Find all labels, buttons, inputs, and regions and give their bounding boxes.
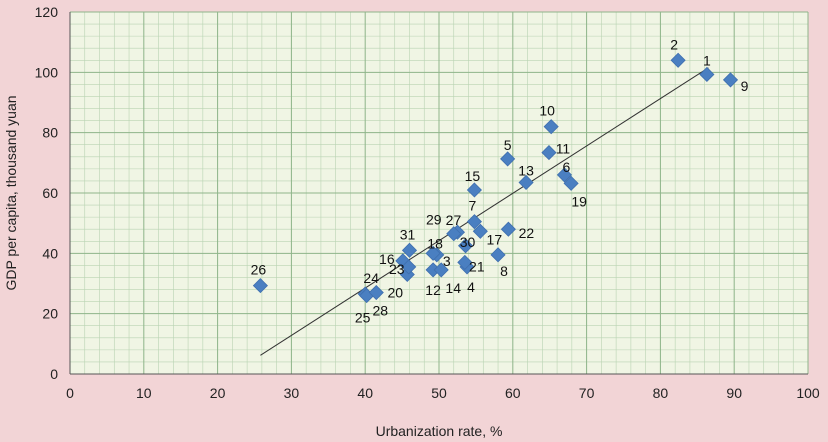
point-label: 20: [387, 284, 403, 300]
point-label: 29: [426, 212, 442, 228]
point-label: 6: [563, 159, 571, 175]
data-point: [466, 182, 482, 198]
point-label: 8: [500, 263, 508, 279]
y-tick-label: 120: [35, 4, 59, 20]
point-label: 15: [465, 168, 481, 184]
point-label: 5: [504, 137, 512, 153]
data-point: [433, 262, 449, 278]
point-label: 28: [372, 303, 388, 319]
point-label: 2: [670, 36, 678, 52]
point-label: 30: [460, 234, 476, 250]
point-label: 18: [427, 235, 443, 251]
y-tick-label: 40: [42, 245, 58, 261]
point-label: 10: [539, 103, 555, 119]
point-label: 11: [556, 141, 571, 157]
data-point: [543, 119, 559, 135]
point-label: 26: [251, 262, 267, 278]
data-point: [401, 242, 418, 258]
data-point: [252, 278, 268, 294]
data-point: [500, 221, 516, 237]
y-tick-label: 80: [42, 125, 58, 141]
point-label: 13: [518, 162, 534, 178]
data-point: [518, 174, 534, 191]
point-label: 19: [571, 193, 587, 209]
y-tick-label: 60: [42, 185, 58, 201]
x-tick-label: 20: [210, 385, 226, 401]
point-label: 22: [519, 225, 535, 241]
x-tick-label: 40: [357, 385, 373, 401]
data-point: [500, 151, 516, 167]
x-tick-label: 0: [66, 385, 74, 401]
point-label: 31: [400, 226, 416, 242]
data-point: [446, 226, 462, 242]
y-tick-label: 0: [50, 366, 58, 382]
data-point: [670, 52, 686, 68]
x-tick-label: 60: [505, 385, 521, 401]
point-label: 17: [487, 231, 503, 247]
data-point: [472, 223, 488, 239]
x-tick-label: 10: [136, 385, 152, 401]
point-label: 24: [363, 270, 379, 286]
point-labels: 1234567891011121314151617181920212223242…: [251, 36, 749, 325]
y-tick-labels: 0 20 40 60 80 100 120: [35, 4, 59, 382]
x-tick-label: 80: [653, 385, 669, 401]
y-tick-label: 100: [35, 64, 59, 80]
data-point: [466, 214, 482, 230]
data-point: [541, 145, 557, 161]
point-label: 12: [425, 282, 441, 298]
data-point: [458, 238, 474, 254]
point-label: 27: [446, 212, 462, 228]
data-point: [563, 175, 579, 191]
point-label: 23: [389, 261, 405, 277]
point-label: 7: [469, 198, 477, 214]
data-point: [401, 259, 417, 275]
data-point: [368, 284, 384, 301]
point-label: 14: [445, 280, 461, 296]
data-point: [556, 167, 573, 183]
trend-line: [260, 67, 709, 356]
x-axis-title: Urbanization rate, %: [376, 423, 503, 439]
x-tick-label: 30: [284, 385, 300, 401]
y-tick-label: 20: [42, 306, 58, 322]
x-tick-labels: 0 10 20 30 40 50 60 70 80 90 100: [66, 385, 820, 401]
point-label: 21: [469, 258, 485, 274]
data-point: [490, 247, 506, 263]
data-point: [425, 245, 441, 261]
data-point: [699, 66, 715, 83]
data-points: [252, 52, 739, 304]
point-label: 3: [443, 253, 451, 269]
point-label: 25: [355, 310, 371, 326]
x-tick-label: 100: [796, 385, 820, 401]
data-point: [722, 72, 739, 88]
point-label: 1: [703, 52, 711, 68]
point-label: 4: [467, 279, 475, 295]
point-label: 9: [741, 78, 749, 94]
data-point: [457, 254, 473, 270]
y-axis-title: GDP per capita, thousand yuan: [3, 95, 19, 290]
x-tick-label: 90: [726, 385, 742, 401]
x-tick-label: 70: [579, 385, 595, 401]
x-tick-label: 50: [431, 385, 447, 401]
point-label: 16: [379, 251, 395, 267]
